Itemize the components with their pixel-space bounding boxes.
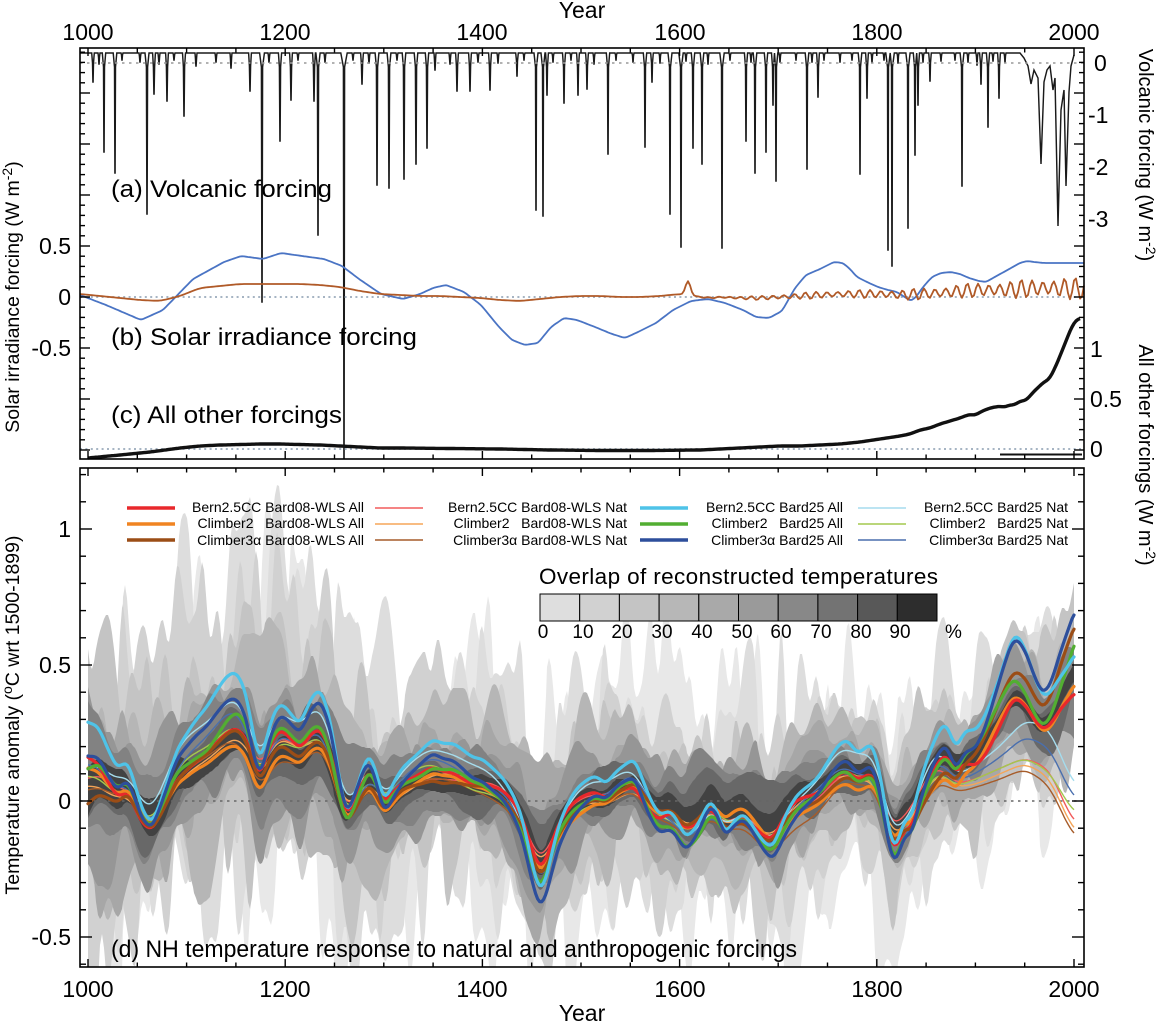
svg-text:Bern2.5CC Bard25 All: Bern2.5CC Bard25 All [706, 499, 843, 515]
svg-text:Temperature anomaly (oC wrt 1: Temperature anomaly (oC wrt 1500-1899) [0, 536, 24, 895]
svg-text:-1: -1 [1088, 102, 1108, 128]
svg-text:0.5: 0.5 [1090, 386, 1122, 412]
svg-text:Volcanic forcing (W m-2): Volcanic forcing (W m-2) [1134, 49, 1158, 262]
svg-text:0: 0 [58, 284, 71, 310]
svg-text:Climber3α Bard25 Nat: Climber3α Bard25 Nat [929, 532, 1068, 548]
svg-text:1: 1 [58, 516, 71, 542]
svg-text:(a) Volcanic forcing: (a) Volcanic forcing [111, 176, 332, 203]
svg-text:2000: 2000 [1048, 976, 1099, 1002]
svg-text:1000: 1000 [62, 976, 113, 1002]
svg-text:1200: 1200 [259, 19, 310, 45]
svg-text:1400: 1400 [456, 976, 507, 1002]
svg-text:Climber2 Bard25 All: Climber2 Bard25 All [711, 515, 843, 531]
svg-text:90: 90 [889, 622, 910, 643]
svg-text:1200: 1200 [259, 976, 310, 1002]
svg-text:-0.5: -0.5 [31, 335, 71, 361]
svg-text:2000: 2000 [1048, 19, 1099, 45]
svg-text:1: 1 [1090, 336, 1103, 362]
svg-text:1400: 1400 [456, 19, 507, 45]
svg-text:1800: 1800 [851, 19, 902, 45]
svg-text:Overlap of reconstructed tempe: Overlap of reconstructed temperatures [539, 564, 938, 589]
svg-text:80: 80 [850, 622, 871, 643]
svg-text:%: % [945, 622, 962, 643]
svg-text:0: 0 [1090, 436, 1103, 462]
svg-text:-3: -3 [1088, 206, 1108, 232]
svg-text:Year: Year [559, 1000, 606, 1024]
svg-text:0: 0 [538, 622, 549, 643]
svg-text:Bern2.5CC Bard08-WLS Nat: Bern2.5CC Bard08-WLS Nat [448, 499, 627, 515]
svg-text:(d) NH temperature response to: (d) NH temperature response to natural a… [111, 936, 797, 963]
svg-text:-0.5: -0.5 [31, 924, 71, 950]
svg-text:0: 0 [58, 788, 71, 814]
svg-text:Bern2.5CC Bard25 Nat: Bern2.5CC Bard25 Nat [924, 499, 1068, 515]
svg-text:1600: 1600 [654, 19, 705, 45]
svg-text:20: 20 [611, 622, 632, 643]
svg-text:Solar irradiance forcing (W m: Solar irradiance forcing (W m-2) [0, 161, 24, 432]
svg-text:10: 10 [572, 622, 593, 643]
svg-text:0.5: 0.5 [39, 652, 71, 678]
svg-text:70: 70 [810, 622, 831, 643]
svg-text:0: 0 [1094, 50, 1107, 76]
svg-text:Climber2 Bard25 Nat: Climber2 Bard25 Nat [929, 515, 1068, 531]
svg-text:1800: 1800 [851, 976, 902, 1002]
svg-text:1000: 1000 [62, 19, 113, 45]
svg-text:40: 40 [691, 622, 712, 643]
svg-text:Climber3α Bard08-WLS Nat: Climber3α Bard08-WLS Nat [453, 532, 627, 548]
svg-text:50: 50 [731, 622, 752, 643]
svg-text:Year: Year [559, 0, 606, 23]
svg-text:(c) All other forcings: (c) All other forcings [111, 402, 342, 429]
svg-text:60: 60 [770, 622, 791, 643]
svg-text:All other forcings (W m-2): All other forcings (W m-2) [1134, 344, 1158, 565]
svg-text:0.5: 0.5 [39, 233, 71, 259]
svg-text:Climber2 Bard08-WLS All: Climber2 Bard08-WLS All [197, 515, 364, 531]
svg-text:Climber3α Bard08-WLS All: Climber3α Bard08-WLS All [197, 532, 364, 548]
svg-text:(b) Solar irradiance forcing: (b) Solar irradiance forcing [111, 324, 417, 351]
svg-text:1600: 1600 [654, 976, 705, 1002]
svg-text:Climber2 Bard08-WLS Nat: Climber2 Bard08-WLS Nat [453, 515, 627, 531]
svg-text:30: 30 [651, 622, 672, 643]
svg-text:Bern2.5CC Bard08-WLS All: Bern2.5CC Bard08-WLS All [192, 499, 364, 515]
svg-text:Climber3α Bard25 All: Climber3α Bard25 All [711, 532, 843, 548]
svg-text:-2: -2 [1088, 154, 1108, 180]
